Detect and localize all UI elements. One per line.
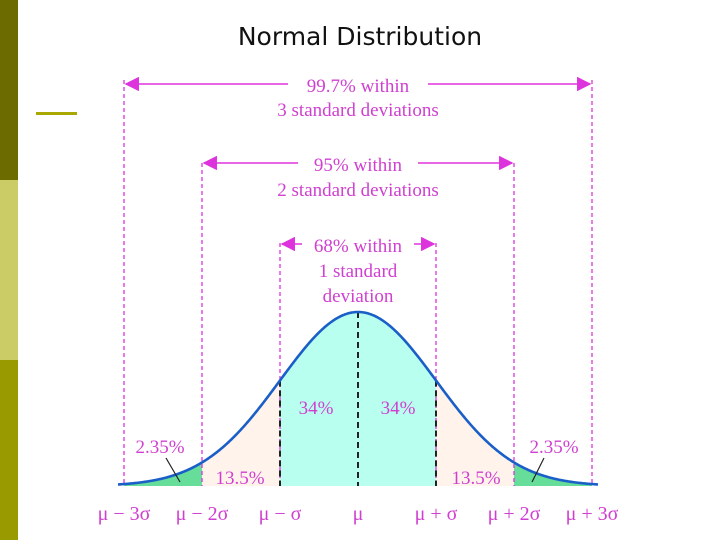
annotation-1sd-line2: 1 standard: [319, 261, 398, 282]
annotation-1sd-line1: 68% within: [314, 236, 403, 257]
normal-curve: [117, 310, 599, 486]
axis-label-4: μ + σ: [415, 503, 458, 525]
pointer-left-3sd: [165, 457, 181, 483]
sidebar-stripe-bottom: [0, 360, 18, 540]
axis-label-0: μ − 3σ: [98, 503, 151, 525]
region-label-right-2sd: 13.5%: [451, 468, 500, 489]
axis-label-5: μ + 2σ: [488, 503, 541, 525]
axis-label-3: μ: [353, 503, 364, 525]
annotation-3sd-line1: 99.7% within: [307, 76, 410, 97]
annotation-1sd-line3: deviation: [323, 286, 394, 307]
accent-line: [36, 112, 77, 115]
region-label-right-1sd: 34%: [381, 398, 416, 419]
axis-label-1: μ − 2σ: [176, 503, 229, 525]
annotation-2sd-line2: 2 standard deviations: [277, 180, 438, 201]
region-label-left-2sd: 13.5%: [215, 468, 264, 489]
region-label-left-3sd: 2.35%: [135, 437, 184, 458]
pointer-right-3sd: [531, 457, 545, 483]
sidebar-stripe-top: [0, 0, 18, 180]
annotation-2sd-line1: 95% within: [314, 155, 403, 176]
slide-title: Normal Distribution: [237, 22, 483, 51]
region-label-right-3sd: 2.35%: [529, 437, 578, 458]
axis-label-2: μ − σ: [259, 503, 302, 525]
axis-label-6: μ + 3σ: [566, 503, 619, 525]
region-label-left-1sd: 34%: [299, 398, 334, 419]
region-left-2to3sd: [124, 462, 202, 486]
sidebar-stripe-middle: [0, 180, 18, 360]
annotation-3sd-line2: 3 standard deviations: [277, 100, 438, 121]
region-within-1sd: [280, 312, 436, 486]
